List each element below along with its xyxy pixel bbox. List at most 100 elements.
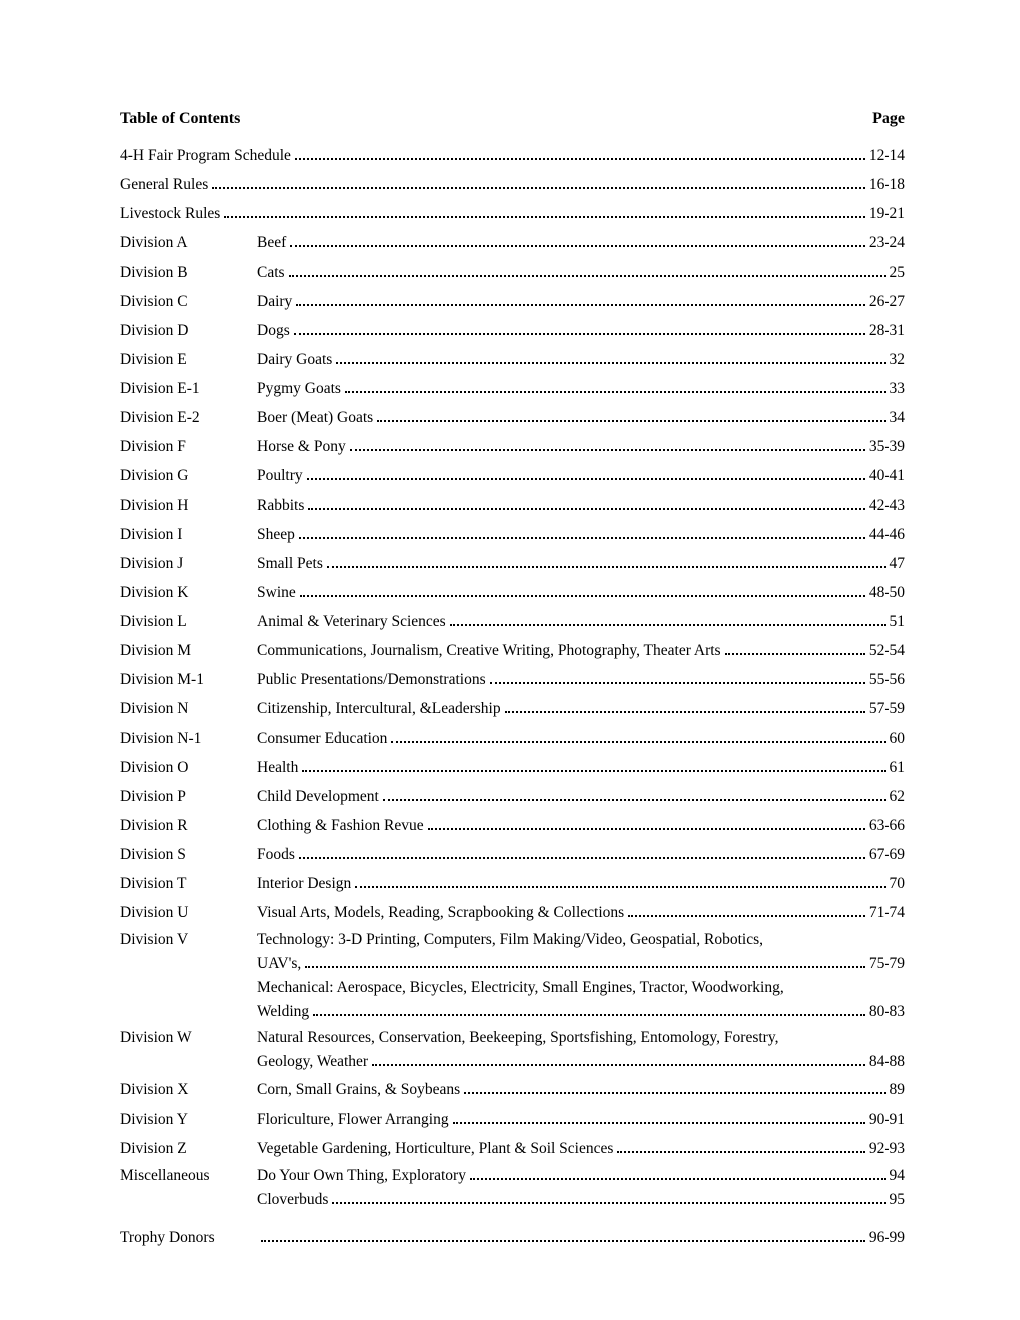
entry-title: Floriculture, Flower Arranging <box>257 1106 449 1133</box>
leader-dots <box>345 391 886 393</box>
entry-page: 52-54 <box>869 637 905 664</box>
entry-page: 90-91 <box>869 1106 905 1133</box>
entry-page: 40-41 <box>869 462 905 489</box>
entry-content: Foods 67-69 <box>257 841 905 868</box>
leader-dots <box>350 449 865 451</box>
entry-title: Rabbits <box>257 492 304 519</box>
leader-dots <box>294 333 865 335</box>
entry-page: 55-56 <box>869 666 905 693</box>
toc-entry: Division GPoultry 40-41 <box>120 462 905 489</box>
entry-label: Division G <box>120 462 257 489</box>
entry-label: Division N-1 <box>120 725 257 752</box>
toc-entry: Division NCitizenship, Intercultural, &L… <box>120 695 905 722</box>
toc-entry: 4-H Fair Program Schedule12-14 <box>120 142 905 169</box>
toc-entry: General Rules 16-18 <box>120 171 905 198</box>
leader-dots <box>299 537 865 539</box>
entry-content: General Rules 16-18 <box>120 171 905 198</box>
toc-entries-2: Division XCorn, Small Grains, & Soybeans… <box>120 1076 905 1161</box>
entry-title: Livestock Rules <box>120 200 220 227</box>
toc-entries: 4-H Fair Program Schedule12-14General Ru… <box>120 142 905 926</box>
entry-label: Division L <box>120 608 257 635</box>
toc-entry: Division SFoods67-69 <box>120 841 905 868</box>
entry-content: Animal & Veterinary Sciences51 <box>257 608 905 635</box>
entry-title: Do Your Own Thing, Exploratory <box>257 1164 466 1188</box>
entry-page: 25 <box>890 259 906 286</box>
entry-title: Citizenship, Intercultural, &Leadership <box>257 695 501 722</box>
entry-content: Interior Design70 <box>257 870 905 897</box>
entry-label: Division D <box>120 317 257 344</box>
leader-dots <box>332 1202 885 1204</box>
leader-dots <box>224 216 865 218</box>
entry-page: 23-24 <box>869 229 905 256</box>
leader-dots <box>377 420 885 422</box>
toc-entry: Division E-1Pygmy Goats33 <box>120 375 905 402</box>
entry-page: 92-93 <box>869 1135 905 1162</box>
entry-page: 80-83 <box>869 1000 905 1024</box>
entry-content: Cats 25 <box>257 259 905 286</box>
entry-title: Poultry <box>257 462 303 489</box>
entry-content: Floriculture, Flower Arranging 90-91 <box>257 1106 905 1133</box>
entry-label: Division H <box>120 492 257 519</box>
entry-content: Vegetable Gardening, Horticulture, Plant… <box>257 1135 905 1162</box>
entry-title: Dairy <box>257 288 292 315</box>
toc-entry: Division KSwine48-50 <box>120 579 905 606</box>
entry-label: Division U <box>120 899 257 926</box>
entry-title: Public Presentations/Demonstrations <box>257 666 486 693</box>
entry-content: Child Development62 <box>257 783 905 810</box>
leader-dots <box>305 966 865 968</box>
toc-entry: Division DDogs28-31 <box>120 317 905 344</box>
entry-page: 61 <box>890 754 906 781</box>
entry-content: Public Presentations/Demonstrations 55-56 <box>257 666 905 693</box>
entry-page: 16-18 <box>869 171 905 198</box>
entry-title: Vegetable Gardening, Horticulture, Plant… <box>257 1135 613 1162</box>
entry-page: 35-39 <box>869 433 905 460</box>
entry-title: Beef <box>257 229 286 256</box>
entry-page: 60 <box>890 725 906 752</box>
entry-content: Citizenship, Intercultural, &Leadership5… <box>257 695 905 722</box>
entry-title: Horse & Pony <box>257 433 346 460</box>
entry-title: Foods <box>257 841 295 868</box>
leader-dots <box>300 595 865 597</box>
toc-page: Table of Contents Page 4-H Fair Program … <box>0 0 1020 1313</box>
toc-entry: Division YFloriculture, Flower Arranging… <box>120 1106 905 1133</box>
toc-entry: Division CDairy26-27 <box>120 288 905 315</box>
entry-page: 26-27 <box>869 288 905 315</box>
leader-dots <box>628 915 865 917</box>
leader-dots <box>212 187 865 189</box>
toc-entry: Division XCorn, Small Grains, & Soybeans… <box>120 1076 905 1103</box>
toc-header: Table of Contents Page <box>120 110 905 128</box>
entry-page: 62 <box>890 783 906 810</box>
entry-title: Geology, Weather <box>257 1050 368 1074</box>
entry-title: General Rules <box>120 171 208 198</box>
header-left: Table of Contents <box>120 110 240 128</box>
toc-entry: Division MCommunications, Journalism, Cr… <box>120 637 905 664</box>
leader-dots <box>383 799 886 801</box>
entry-label: Division A <box>120 229 257 256</box>
entry-title: Sheep <box>257 521 295 548</box>
leader-dots <box>289 275 886 277</box>
toc-entry-trophy: Trophy Donors 96-99 <box>120 1224 905 1251</box>
leader-dots <box>490 682 865 684</box>
entry-content: Corn, Small Grains, & Soybeans89 <box>257 1076 905 1103</box>
entry-title: Cats <box>257 259 285 286</box>
entry-page: 71-74 <box>869 899 905 926</box>
entry-label: Division Z <box>120 1135 257 1162</box>
toc-entry: Division E-2Boer (Meat) Goats34 <box>120 404 905 431</box>
entry-title: Boer (Meat) Goats <box>257 404 373 431</box>
toc-entry: Division M-1Public Presentations/Demonst… <box>120 666 905 693</box>
entry-page: 67-69 <box>869 841 905 868</box>
entry-title: Dairy Goats <box>257 346 332 373</box>
entry-content: Communications, Journalism, Creative Wri… <box>257 637 905 664</box>
entry-content: Poultry 40-41 <box>257 462 905 489</box>
entry-page: 42-43 <box>869 492 905 519</box>
entry-text: Mechanical: Aerospace, Bicycles, Electri… <box>257 976 905 1000</box>
entry-page: 44-46 <box>869 521 905 548</box>
entry-page: 28-31 <box>869 317 905 344</box>
entry-label: Division E-1 <box>120 375 257 402</box>
leader-dots <box>391 741 885 743</box>
entry-label: Division X <box>120 1076 257 1103</box>
leader-dots <box>327 566 886 568</box>
entry-content: Rabbits 42-43 <box>257 492 905 519</box>
entry-content: Dairy 26-27 <box>257 288 905 315</box>
leader-dots <box>355 886 885 888</box>
